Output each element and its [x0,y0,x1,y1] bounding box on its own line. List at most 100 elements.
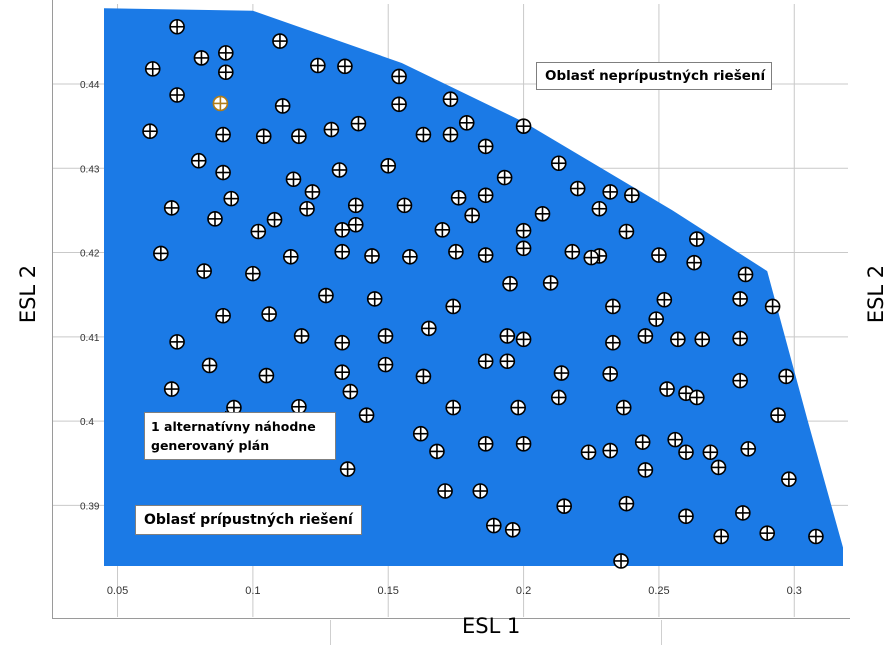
data-point [502,275,518,292]
data-point [670,331,686,348]
x-tick-label: 0.1 [245,585,260,597]
data-point [196,263,212,279]
data-point [245,265,261,282]
data-point [583,249,600,266]
data-point [496,169,513,186]
data-point [602,366,619,382]
feasible-region [104,8,843,567]
x-tick-label: 0.25 [648,585,669,597]
x-tick-labels: 0.05 0.1 0.15 0.2 0.25 0.3 [107,585,802,597]
data-point [323,121,340,138]
data-point [499,328,516,344]
data-point [421,320,437,337]
data-point [391,68,407,85]
data-point [659,381,675,397]
data-point [193,50,210,66]
data-point [304,184,321,200]
data-point [299,200,315,217]
data-point [272,33,288,49]
data-point [781,471,797,488]
data-point [331,162,348,178]
data-point [450,189,467,206]
data-point [337,58,353,75]
data-point [778,368,794,385]
data-point [515,331,532,348]
data-point [605,334,621,351]
x-tick-label: 0.15 [378,585,399,597]
data-point [667,431,683,448]
data-point [472,483,489,499]
data-point [651,247,667,263]
x-tick-label: 0.2 [516,585,531,597]
data-point [396,197,413,214]
data-point [334,334,351,351]
data-point [656,291,673,308]
data-point [442,126,459,143]
data-point [291,398,307,415]
data-point [618,495,635,512]
y-tick-label: 0.39 [80,501,100,512]
data-point [266,211,283,228]
data-point [510,399,526,416]
data-point [415,126,432,143]
data-point [515,240,532,257]
data-point [163,200,180,216]
data-point [169,334,185,350]
data-point [737,266,754,283]
feasible-region-label: Oblasť prípustných riešení [135,505,362,535]
data-point [153,245,169,262]
data-point [318,287,334,304]
data-point [477,353,494,370]
data-point [218,64,234,81]
data-point [515,118,532,134]
y-tick-label: 0.44 [80,80,100,91]
data-point [163,381,180,397]
data-point [347,216,364,233]
data-point [694,331,711,348]
data-point [223,190,240,207]
data-point [391,96,407,113]
data-point [442,91,459,108]
y-axis-title: ESL 2 [16,264,40,324]
data-point [169,87,185,103]
data-point [448,243,464,260]
data-point [218,45,234,61]
data-point [364,248,380,264]
data-point [713,528,729,545]
data-point [515,222,532,239]
data-point [710,459,727,476]
data-point [486,517,502,534]
data-point [334,222,351,238]
data-point [534,206,551,222]
data-point [732,372,748,389]
data-point [445,298,461,315]
data-point [261,306,277,322]
data-point [686,254,702,271]
data-point [377,328,394,344]
data-point [380,157,397,174]
data-point [291,128,307,145]
data-point [740,441,757,457]
data-point [550,389,567,406]
data-point [415,368,432,385]
data-point [770,407,786,423]
data-point [347,197,364,214]
annotation-label: 1 alternatívny náhodne generovaný plán [144,412,336,460]
data-point [550,155,567,172]
data-point [477,247,494,263]
data-point [759,525,776,541]
data-point [350,115,367,132]
data-point [637,328,654,344]
y-tick-label: 0.43 [80,164,100,175]
data-point [542,275,559,291]
data-point [634,434,651,450]
data-point [282,248,299,265]
data-point [477,187,494,204]
data-point [602,184,619,200]
data-point [274,98,291,114]
data-point [464,207,480,224]
data-point [602,442,619,459]
y-tick-label: 0.4 [80,417,94,428]
data-point [569,180,586,197]
data-point [591,200,608,217]
